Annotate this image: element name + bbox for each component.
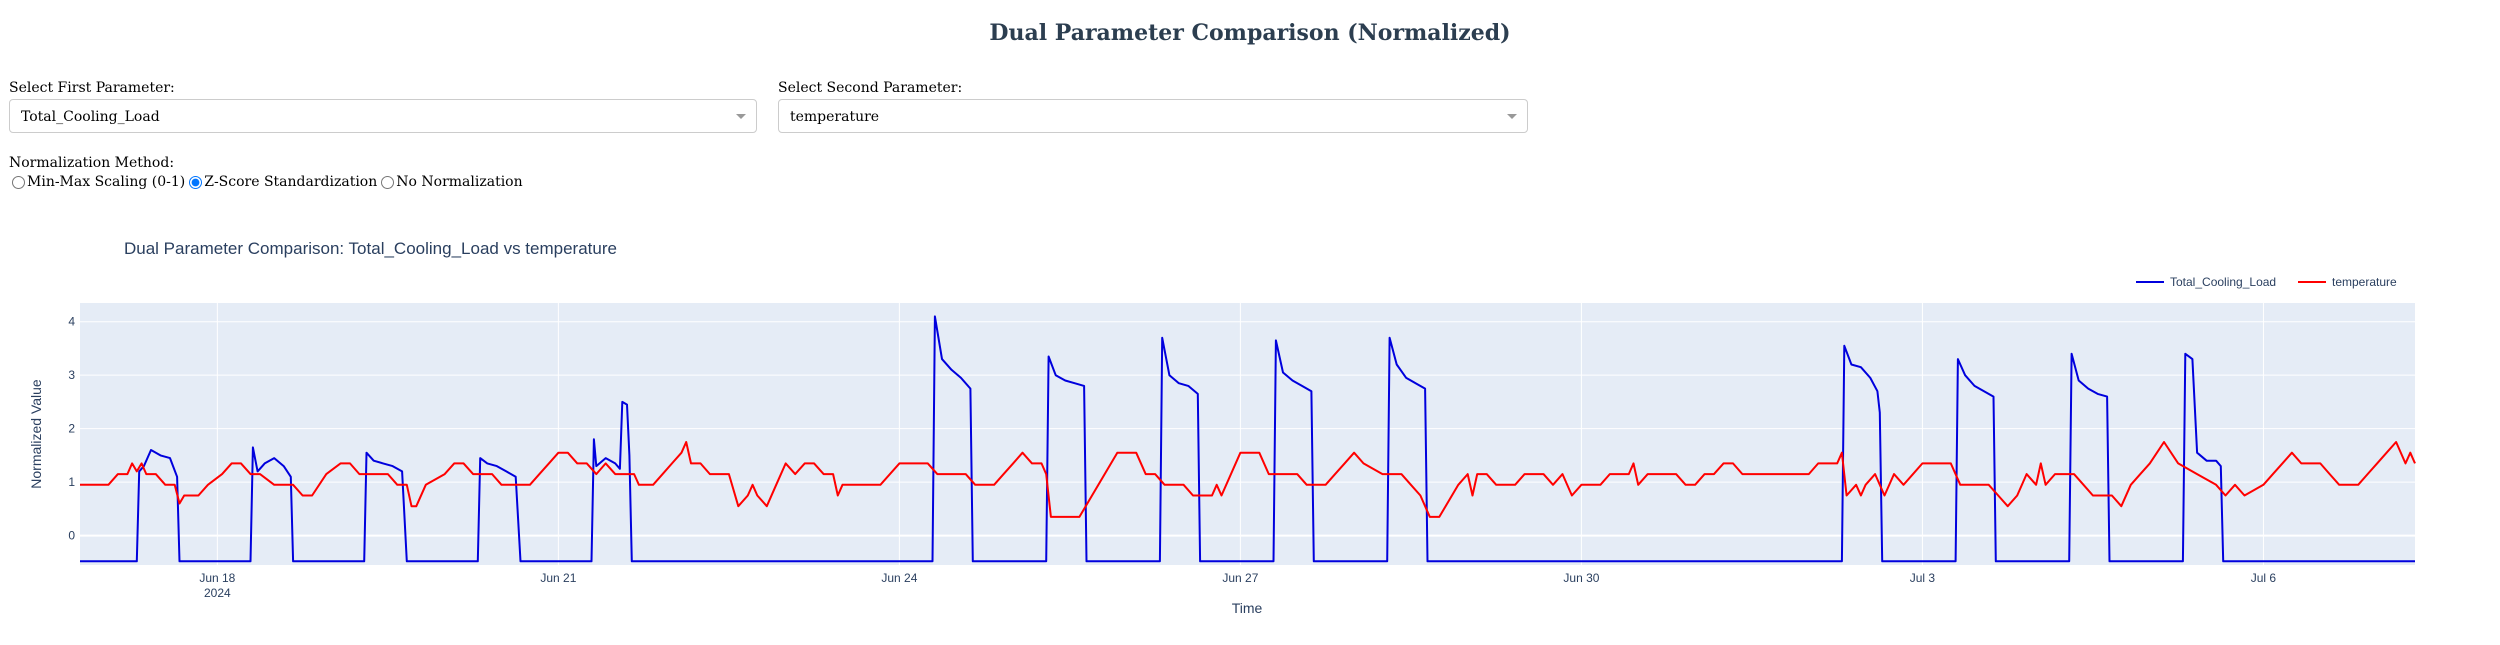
plot-area	[80, 303, 2415, 565]
radio-zscore[interactable]: Z-Score Standardization	[189, 174, 377, 190]
page-title: Dual Parameter Comparison (Normalized)	[989, 20, 1511, 46]
first-param-dropdown[interactable]: Total_Cooling_Load	[9, 99, 757, 133]
radio-none-input[interactable]	[381, 175, 395, 189]
x-tick-sublabel: 2024	[204, 586, 231, 600]
radio-minmax[interactable]: Min-Max Scaling (0-1)	[12, 174, 185, 190]
y-axis-label: Normalized Value	[28, 379, 44, 489]
series-line-2	[80, 441, 2416, 518]
x-tick-label: Jun 27	[1222, 571, 1258, 585]
y-tick-label: 3	[68, 368, 75, 382]
legend-label-series2: temperature	[2332, 275, 2397, 289]
x-tick-label: Jul 6	[2251, 571, 2277, 585]
normalization-radio-group: Min-Max Scaling (0-1) Z-Score Standardiz…	[12, 174, 527, 190]
second-param-label: Select Second Parameter:	[778, 80, 963, 96]
grid-lines	[80, 303, 2415, 565]
y-tick-label: 4	[68, 315, 75, 329]
x-tick-label: Jun 18	[199, 571, 235, 585]
radio-minmax-label: Min-Max Scaling (0-1)	[27, 174, 186, 190]
series-line-1	[80, 315, 2415, 563]
y-tick-label: 0	[68, 529, 75, 543]
chart-title: Dual Parameter Comparison: Total_Cooling…	[124, 239, 617, 258]
x-tick-label: Jun 30	[1563, 571, 1599, 585]
radio-zscore-label: Z-Score Standardization	[204, 174, 378, 190]
radio-none-label: No Normalization	[396, 174, 523, 190]
second-param-value: temperature	[790, 109, 880, 125]
radio-none[interactable]: No Normalization	[381, 174, 523, 190]
radio-zscore-input[interactable]	[189, 175, 203, 189]
second-param-dropdown[interactable]: temperature	[778, 99, 1528, 133]
x-axis-label: Time	[1232, 600, 1263, 616]
chart-legend[interactable]: Total_Cooling_Load temperature	[2136, 275, 2397, 289]
x-tick-label: Jul 3	[1910, 571, 1936, 585]
x-tick-label: Jun 24	[881, 571, 917, 585]
normalization-label: Normalization Method:	[9, 155, 175, 171]
chevron-down-icon	[736, 114, 746, 119]
first-param-value: Total_Cooling_Load	[21, 109, 160, 125]
chevron-down-icon	[1507, 114, 1517, 119]
radio-minmax-input[interactable]	[12, 175, 25, 189]
y-tick-label: 2	[68, 422, 75, 436]
y-axis-ticks: 0 1 2 3 4	[68, 315, 75, 543]
legend-label-series1: Total_Cooling_Load	[2170, 275, 2276, 289]
comparison-chart: Dual Parameter Comparison: Total_Cooling…	[28, 239, 2416, 616]
x-tick-label: Jun 21	[540, 571, 576, 585]
series-lines	[80, 315, 2416, 563]
first-param-label: Select First Parameter:	[9, 80, 175, 96]
y-tick-label: 1	[68, 475, 75, 489]
